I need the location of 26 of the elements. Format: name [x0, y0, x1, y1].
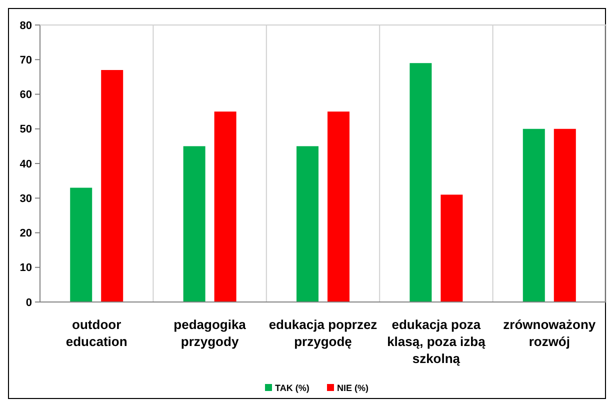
- y-tick-label: 60: [20, 89, 32, 102]
- bar: [214, 112, 236, 302]
- bar: [410, 63, 432, 302]
- bar: [554, 128, 576, 302]
- x-tick-label: edukacja poza klasą, poza izbą szkolną: [387, 317, 486, 366]
- y-tick-label: 80: [20, 20, 32, 32]
- bar: [70, 188, 92, 302]
- y-tick-label: 20: [20, 228, 32, 240]
- bar: [101, 70, 124, 302]
- y-tick-label: 70: [20, 54, 32, 66]
- x-tick-label: outdoor education: [66, 317, 128, 349]
- bar: [328, 112, 350, 302]
- x-tick-label: zrównoważony rozwój: [503, 317, 596, 349]
- y-tick-label: 10: [20, 262, 32, 274]
- legend-label: NIE (%): [337, 383, 369, 393]
- legend-label: TAK (%): [275, 383, 310, 393]
- bar: [183, 146, 206, 302]
- bar: [440, 194, 463, 302]
- y-tick-label: 50: [20, 124, 32, 136]
- bar: [296, 146, 318, 302]
- x-tick-label: pedagogika przygody: [174, 317, 247, 349]
- y-tick-label: 40: [20, 158, 32, 170]
- y-tick-label: 0: [26, 296, 32, 309]
- bar: [522, 128, 545, 302]
- y-tick-label: 30: [20, 192, 32, 205]
- x-tick-label: edukacja poprzez przygodę: [268, 317, 378, 349]
